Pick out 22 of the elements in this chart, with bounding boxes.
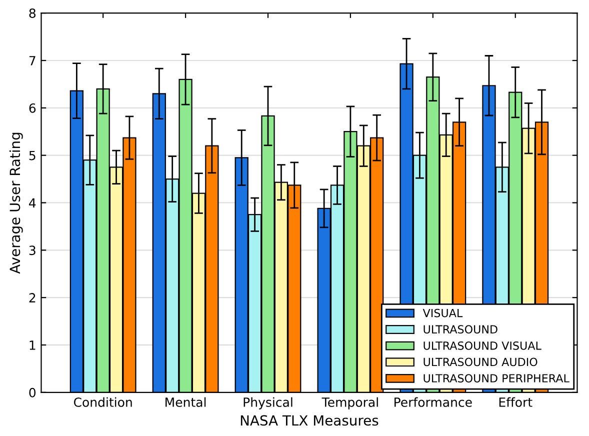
legend-label: ULTRASOUND AUDIO	[424, 358, 538, 366]
y-tick-label: 0	[29, 388, 36, 398]
y-tick-label: 3	[29, 246, 36, 256]
x-tick-label: Physical	[244, 397, 292, 410]
legend-label: ULTRASOUND PERIPHERAL	[424, 374, 570, 382]
legend-label: VISUAL	[422, 308, 463, 318]
x-tick-label: Effort	[499, 397, 532, 407]
x-axis-title: NASA TLX Measures	[240, 415, 378, 426]
y-tick-label: 4	[29, 198, 36, 208]
legend-label: ULTRASOUND VISUAL	[424, 341, 542, 350]
y-tick-label: 1	[30, 340, 36, 350]
y-tick-label: 7	[29, 56, 36, 66]
y-axis-title: Average User Rating	[9, 132, 23, 274]
x-tick-label: Temporal	[322, 397, 378, 410]
y-tick-label: 8	[29, 8, 36, 18]
y-tick-label: 6	[29, 103, 36, 113]
x-tick-label: Performance	[394, 397, 472, 407]
y-tick-label: 2	[29, 293, 36, 302]
x-tick-label: Mental	[166, 397, 206, 407]
legend-label: ULTRASOUND	[424, 325, 498, 334]
y-tick-label: 5	[29, 150, 36, 160]
x-tick-label: Condition	[74, 397, 132, 407]
